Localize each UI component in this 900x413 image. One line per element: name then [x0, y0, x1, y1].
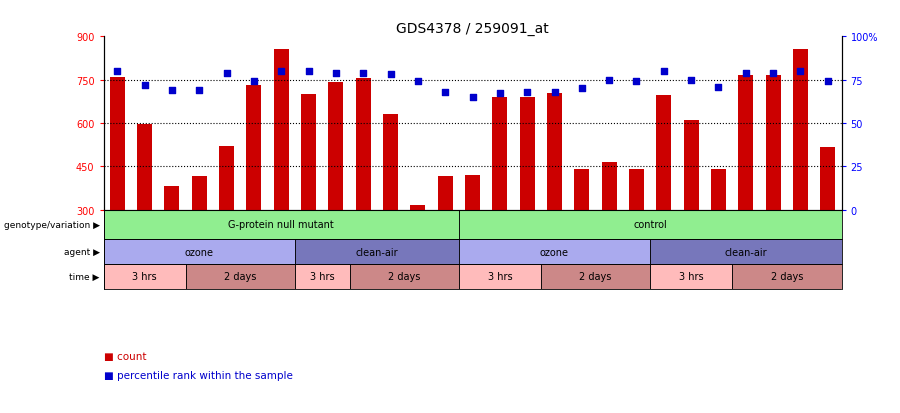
Bar	[465, 176, 480, 210]
Bar	[711, 170, 726, 210]
Text: control: control	[634, 220, 667, 230]
Point	[711, 84, 725, 90]
Bar	[650, 264, 733, 289]
Bar	[492, 98, 508, 210]
Bar	[601, 163, 617, 210]
Bar	[459, 240, 650, 264]
Text: ■ count: ■ count	[104, 351, 146, 361]
Bar	[656, 96, 671, 210]
Point	[766, 70, 780, 77]
Text: 2 days: 2 days	[388, 272, 420, 282]
Point	[192, 88, 206, 94]
Bar	[793, 50, 808, 210]
Bar	[820, 148, 835, 210]
Bar	[738, 76, 753, 210]
Point	[383, 72, 398, 78]
Text: 2 days: 2 days	[224, 272, 256, 282]
Bar	[104, 210, 459, 240]
Bar	[574, 170, 590, 210]
Point	[356, 70, 371, 77]
Point	[739, 70, 753, 77]
Bar	[541, 264, 650, 289]
Bar	[684, 121, 698, 210]
Point	[520, 89, 535, 96]
Bar	[383, 115, 398, 210]
Bar	[410, 206, 426, 210]
Bar	[219, 147, 234, 210]
Text: ozone: ozone	[184, 247, 213, 257]
Bar	[766, 76, 780, 210]
Bar	[349, 264, 459, 289]
Text: 2 days: 2 days	[770, 272, 803, 282]
Point	[657, 69, 671, 75]
Point	[220, 70, 234, 77]
Text: clean-air: clean-air	[724, 247, 767, 257]
Text: 3 hrs: 3 hrs	[679, 272, 704, 282]
Bar	[247, 86, 261, 210]
Bar	[328, 83, 344, 210]
Bar	[185, 264, 295, 289]
Point	[247, 79, 261, 85]
Point	[492, 91, 507, 97]
Text: G-protein null mutant: G-protein null mutant	[229, 220, 334, 230]
Bar	[137, 125, 152, 210]
Bar	[733, 264, 842, 289]
Text: 3 hrs: 3 hrs	[488, 272, 512, 282]
Bar	[650, 240, 842, 264]
Point	[629, 79, 643, 85]
Point	[547, 89, 562, 96]
Text: time ▶: time ▶	[69, 272, 100, 281]
Text: clean-air: clean-air	[356, 247, 398, 257]
Bar	[104, 240, 295, 264]
Point	[465, 95, 480, 101]
Text: genotype/variation ▶: genotype/variation ▶	[4, 221, 100, 229]
Point	[438, 89, 453, 96]
Text: 3 hrs: 3 hrs	[132, 272, 157, 282]
Point	[328, 70, 343, 77]
Bar	[301, 95, 316, 210]
Point	[574, 86, 589, 93]
Bar	[437, 177, 453, 210]
Text: 2 days: 2 days	[580, 272, 612, 282]
Text: agent ▶: agent ▶	[64, 247, 100, 256]
Bar	[295, 264, 349, 289]
Point	[793, 69, 807, 75]
Bar	[192, 177, 207, 210]
Point	[110, 69, 124, 75]
Bar	[547, 93, 562, 210]
Point	[821, 79, 835, 85]
Bar	[519, 98, 535, 210]
Bar	[165, 187, 179, 210]
Point	[684, 77, 698, 84]
Point	[138, 82, 152, 89]
Bar	[629, 170, 644, 210]
Point	[302, 69, 316, 75]
Title: GDS4378 / 259091_at: GDS4378 / 259091_at	[396, 22, 549, 36]
Bar	[104, 264, 185, 289]
Bar	[110, 78, 125, 210]
Text: ozone: ozone	[540, 247, 569, 257]
Bar	[295, 240, 459, 264]
Point	[274, 69, 288, 75]
Bar	[274, 50, 289, 210]
Point	[410, 79, 425, 85]
Bar	[356, 79, 371, 210]
Point	[165, 88, 179, 94]
Text: 3 hrs: 3 hrs	[310, 272, 335, 282]
Bar	[459, 210, 842, 240]
Text: ■ percentile rank within the sample: ■ percentile rank within the sample	[104, 370, 292, 380]
Bar	[459, 264, 541, 289]
Point	[602, 77, 616, 84]
